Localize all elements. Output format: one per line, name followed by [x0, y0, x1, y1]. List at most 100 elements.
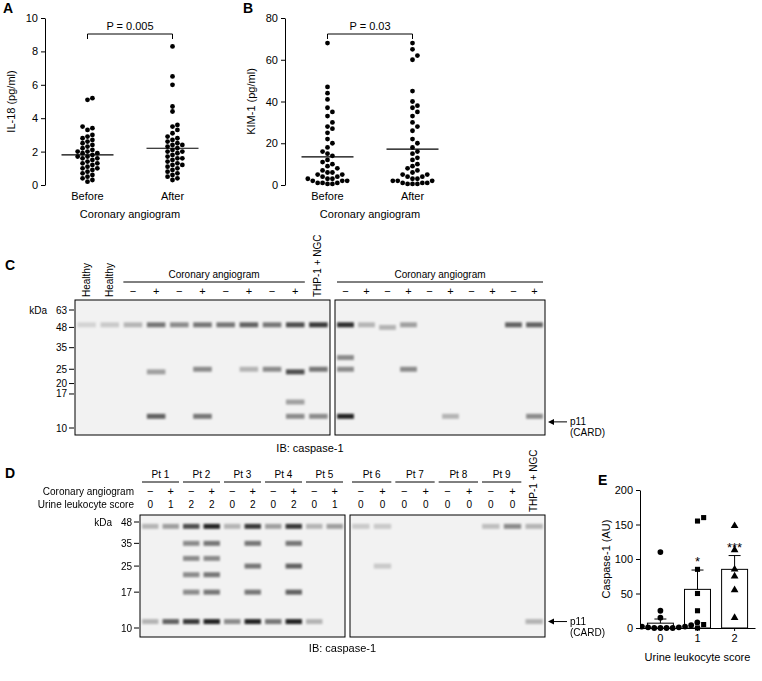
- point: [175, 171, 180, 176]
- lane-sign: +: [363, 285, 369, 297]
- y-tick-mark: [636, 628, 640, 629]
- point: [410, 170, 415, 175]
- point: [430, 178, 435, 183]
- kda-label: 48: [56, 322, 68, 333]
- point: [320, 149, 325, 154]
- bands: [352, 524, 543, 624]
- point: [410, 57, 415, 62]
- point: [85, 179, 90, 184]
- x-tick-label: 2: [732, 632, 738, 644]
- band: [482, 524, 499, 529]
- point: [325, 124, 330, 129]
- point: [170, 104, 175, 109]
- panel-label: B: [243, 0, 253, 16]
- band: [374, 564, 391, 569]
- point: [345, 178, 350, 183]
- point: [658, 608, 664, 614]
- band: [183, 541, 199, 546]
- point: [325, 176, 330, 181]
- leukocyte-score: 0: [311, 499, 317, 510]
- kda-tick: [134, 628, 139, 629]
- lane-sign: +: [509, 485, 515, 497]
- x-axis-title: Coronary angiogram: [320, 208, 420, 220]
- point: [410, 176, 415, 181]
- point: [175, 151, 180, 156]
- lane-label: Healthy: [81, 263, 92, 297]
- significance: ***: [727, 540, 742, 555]
- point: [420, 181, 425, 186]
- point: [85, 164, 90, 169]
- band: [306, 524, 322, 529]
- y-tick-label: 60: [266, 54, 278, 66]
- y-tick-mark: [41, 85, 45, 86]
- band: [204, 590, 220, 595]
- y-tick-label: 10: [26, 12, 38, 24]
- lane-sign: +: [168, 485, 174, 497]
- lane-sign: −: [130, 285, 136, 297]
- point: [315, 181, 320, 186]
- band-label: p11: [570, 416, 586, 427]
- kda-label: 17: [121, 587, 133, 598]
- blot-membrane: [75, 300, 330, 435]
- band: [224, 619, 240, 624]
- point: [165, 174, 170, 179]
- y-tick: 6: [32, 79, 45, 91]
- point: [310, 178, 315, 183]
- point: [658, 625, 664, 631]
- point: [305, 176, 310, 181]
- band-label: (CARD): [570, 627, 605, 638]
- point: [425, 181, 430, 186]
- lane-sign: −: [384, 285, 390, 297]
- band: [142, 524, 158, 529]
- kda-label: 17: [56, 388, 68, 399]
- point: [325, 145, 330, 150]
- point: [731, 521, 739, 528]
- lane-sign: −: [270, 485, 276, 497]
- band: [245, 619, 261, 624]
- point: [315, 172, 320, 177]
- point: [410, 120, 415, 125]
- leukocyte-score: 0: [401, 499, 407, 510]
- lane-sign: −: [188, 485, 194, 497]
- blot-panel: DPt 1−+01Pt 2−+22Pt 3−+02Pt 4−+02Pt 5−+0…: [5, 449, 605, 654]
- point: [170, 168, 175, 173]
- chart-panel: 020406080BKIM-1 (pg/ml)Coronary angiogra…: [243, 0, 439, 220]
- point: [405, 174, 410, 179]
- lane-sign: +: [447, 285, 453, 297]
- band: [124, 322, 143, 327]
- point: [410, 137, 415, 142]
- point: [180, 149, 185, 154]
- point: [175, 161, 180, 166]
- band: [309, 367, 328, 372]
- patient-line: [224, 482, 261, 483]
- y-axis: 0246810: [26, 12, 46, 191]
- kda-tick: [69, 383, 74, 384]
- lane-sign: +: [489, 285, 495, 297]
- point: [658, 615, 664, 621]
- point: [80, 146, 85, 151]
- y-tick-label: 6: [32, 79, 38, 91]
- band: [526, 322, 543, 327]
- x-tick-label: Before: [71, 190, 103, 202]
- point: [335, 181, 340, 186]
- y-tick: 150: [615, 519, 640, 531]
- point: [80, 176, 85, 181]
- point: [695, 519, 700, 524]
- point: [320, 168, 325, 173]
- point: [165, 139, 170, 144]
- lane-sign: −: [401, 485, 407, 497]
- y-tick: 40: [266, 96, 285, 108]
- point: [85, 134, 90, 139]
- lane-sign: −: [342, 285, 348, 297]
- leukocyte-score: 2: [291, 499, 297, 510]
- y-tick: 50: [621, 588, 640, 600]
- point: [330, 126, 335, 131]
- y-tick-mark: [281, 102, 285, 103]
- band: [216, 322, 235, 327]
- point: [170, 74, 175, 79]
- blot-membrane: [140, 515, 345, 637]
- lane-sign: −: [510, 285, 516, 297]
- patient-label: Pt 8: [449, 469, 467, 480]
- chart-panel: 050100150200ECaspase-1 (AU)Urine leukocy…: [598, 472, 756, 663]
- y-tick-mark: [636, 490, 640, 491]
